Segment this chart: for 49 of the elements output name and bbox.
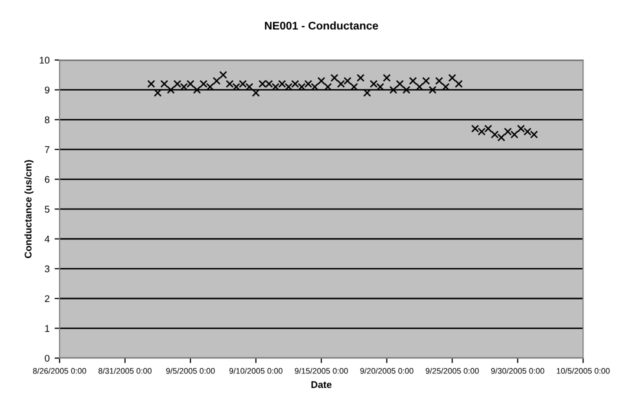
point (402, 86, 410, 94)
y-tick-label: 1 (45, 325, 50, 332)
x-tick-label: 9/30/2005 0:00 (491, 368, 544, 374)
x-tick-label: 8/26/2005 0:00 (33, 368, 86, 374)
x-tick-label: 8/31/2005 0:00 (98, 368, 152, 374)
y-axis-title: Conductance (us/cm) (24, 160, 34, 258)
x-tick-label: 9/5/2005 0:00 (166, 368, 215, 374)
point (324, 82, 332, 91)
y-tick-label: 10 (40, 56, 50, 64)
x-tick-label: 9/25/2005 0:00 (426, 368, 479, 374)
point (356, 74, 365, 82)
point (212, 76, 221, 85)
y-tick-label: 6 (44, 176, 50, 183)
point (442, 82, 450, 91)
point (154, 88, 162, 97)
point (409, 76, 417, 85)
y-tick-label: 7 (44, 146, 50, 153)
point (422, 76, 430, 85)
point (435, 76, 444, 85)
y-tick-label: 4 (44, 236, 50, 242)
y-tick-label: 5 (44, 206, 50, 213)
x-axis-title: Date (311, 381, 332, 388)
point (448, 74, 456, 82)
y-tick-label: 8 (44, 116, 50, 124)
x-tick-label: 9/10/2005 0:00 (229, 368, 282, 374)
point (382, 74, 391, 82)
point (396, 80, 404, 88)
point (330, 74, 338, 82)
chart-title: NE001 - Conductance (264, 21, 378, 30)
point (350, 82, 358, 91)
x-tick-label: 10/5/2005 0:00 (556, 368, 610, 374)
point (219, 70, 228, 79)
point (363, 88, 372, 97)
point (416, 82, 424, 91)
y-tick-label: 3 (44, 265, 50, 272)
x-tick-label: 9/15/2005 0:00 (294, 368, 348, 374)
point (454, 80, 463, 88)
y-tick-label: 9 (44, 86, 50, 94)
point (252, 88, 260, 97)
point (428, 86, 437, 94)
y-tick-label: 0 (44, 354, 50, 362)
y-tick-label: 2 (44, 295, 50, 302)
point (160, 80, 168, 88)
x-tick-label: 9/20/2005 0:00 (360, 368, 414, 374)
point (317, 76, 326, 85)
point (389, 86, 398, 94)
point (166, 86, 175, 94)
point (147, 80, 156, 88)
point (193, 86, 201, 94)
